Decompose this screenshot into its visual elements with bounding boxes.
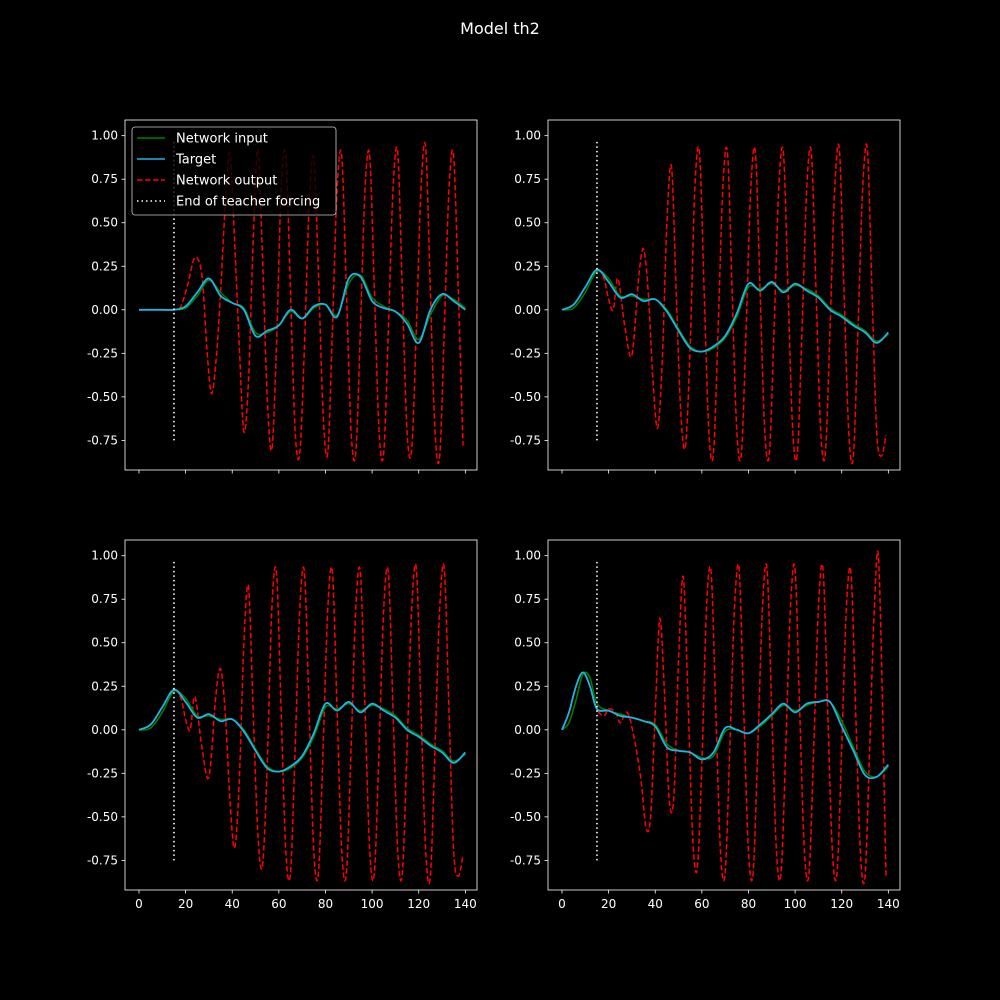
xtick-label: 0 xyxy=(558,897,566,911)
ytick-label: -0.75 xyxy=(87,853,118,867)
series-network-output xyxy=(561,143,887,465)
ytick-label: -0.25 xyxy=(87,346,118,360)
panel-bottom-left: -0.75 -0.50 -0.25 0.00 0.25 0.50 0.75 1.00 0 20 40… xyxy=(87,539,478,911)
plot-area xyxy=(561,550,890,885)
ytick-label: 0.25 xyxy=(514,679,541,693)
xtick-label: 20 xyxy=(178,897,193,911)
ytick-label: 0.75 xyxy=(91,592,118,606)
ytick-label: -0.50 xyxy=(510,810,541,824)
panels: -0.75-0.50-0.250.000.250.500.751.00-0.75… xyxy=(87,119,901,911)
panel-top-right: -0.75 -0.50 -0.25 0.00 0.25 0.50 0.75 1.00 xyxy=(510,119,901,474)
ytick-label: -0.50 xyxy=(87,810,118,824)
ytick-label: 1.00 xyxy=(514,129,541,143)
xtick-label: 140 xyxy=(454,897,477,911)
xtick-label: 120 xyxy=(407,897,430,911)
series-target xyxy=(561,268,889,353)
xtick-label: 80 xyxy=(318,897,333,911)
axes-frame xyxy=(547,539,901,891)
axes-frame xyxy=(547,119,901,471)
ytick-label: -0.75 xyxy=(510,433,541,447)
ytick-label: -0.25 xyxy=(87,766,118,780)
ytick-label: 0.75 xyxy=(514,592,541,606)
ytick-label: -0.75 xyxy=(87,433,118,447)
ytick-label: 0.50 xyxy=(514,216,541,230)
ytick-label: 0.75 xyxy=(514,172,541,186)
ytick-label: -0.25 xyxy=(510,346,541,360)
ytick-label: 1.00 xyxy=(91,129,118,143)
legend-label: End of teacher forcing xyxy=(176,195,320,210)
xtick-label: 100 xyxy=(361,897,384,911)
plot-area xyxy=(561,139,889,465)
ytick-label: 0.50 xyxy=(91,636,118,650)
series-target xyxy=(138,688,466,773)
series-target xyxy=(561,671,890,780)
ytick-label: 0.25 xyxy=(91,679,118,693)
xtick-label: 100 xyxy=(784,897,807,911)
series-network-output xyxy=(138,563,464,885)
ytick-label: 0.75 xyxy=(91,172,118,186)
xtick-label: 60 xyxy=(694,897,709,911)
legend: Network input Target Network output End of … xyxy=(131,126,337,216)
legend-frame xyxy=(131,126,337,216)
axes-frame xyxy=(124,539,478,891)
axes-frame xyxy=(124,119,478,471)
ytick-label: 1.00 xyxy=(91,549,118,563)
ytick-label: -0.50 xyxy=(510,390,541,404)
xtick-label: 40 xyxy=(648,897,663,911)
legend-label: Target xyxy=(175,153,216,168)
ytick-label: 0.00 xyxy=(514,723,541,737)
ytick-label: 0.50 xyxy=(514,636,541,650)
xtick-label: 60 xyxy=(271,897,286,911)
panel-top-left: -0.75 -0.50 -0.25 0.00 0.25 0.50 0.75 1.00 xyxy=(87,119,478,474)
figure-title: Model th2 xyxy=(460,19,540,38)
xtick-label: 140 xyxy=(877,897,900,911)
series-target xyxy=(138,272,466,344)
panel-bottom-right: -0.75 -0.50 -0.25 0.00 0.25 0.50 0.75 1.00 0 20 40… xyxy=(510,539,901,911)
ytick-label: 0.00 xyxy=(514,303,541,317)
series-network-input xyxy=(138,690,466,773)
series-network-input xyxy=(561,270,889,353)
ytick-label: 0.00 xyxy=(91,303,118,317)
series-network-output xyxy=(561,550,887,885)
ytick-label: 0.50 xyxy=(91,216,118,230)
legend-label: Network output xyxy=(176,174,277,189)
ytick-label: -0.75 xyxy=(510,853,541,867)
xtick-label: 20 xyxy=(601,897,616,911)
xtick-label: 40 xyxy=(225,897,240,911)
xtick-label: 120 xyxy=(830,897,853,911)
plot-area xyxy=(138,559,466,885)
ytick-label: 0.25 xyxy=(514,259,541,273)
xtick-label: 80 xyxy=(741,897,756,911)
ytick-label: 1.00 xyxy=(514,549,541,563)
ytick-label: 0.25 xyxy=(91,259,118,273)
xtick-label: 0 xyxy=(135,897,143,911)
ytick-label: 0.00 xyxy=(91,723,118,737)
ytick-label: -0.25 xyxy=(510,766,541,780)
legend-label: Network input xyxy=(176,132,268,147)
ytick-label: -0.50 xyxy=(87,390,118,404)
